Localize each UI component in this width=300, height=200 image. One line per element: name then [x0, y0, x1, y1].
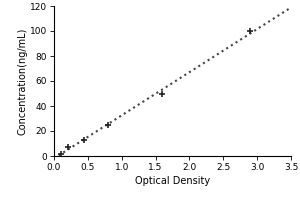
X-axis label: Optical Density: Optical Density: [135, 176, 210, 186]
Y-axis label: Concentration(ng/mL): Concentration(ng/mL): [17, 27, 27, 135]
